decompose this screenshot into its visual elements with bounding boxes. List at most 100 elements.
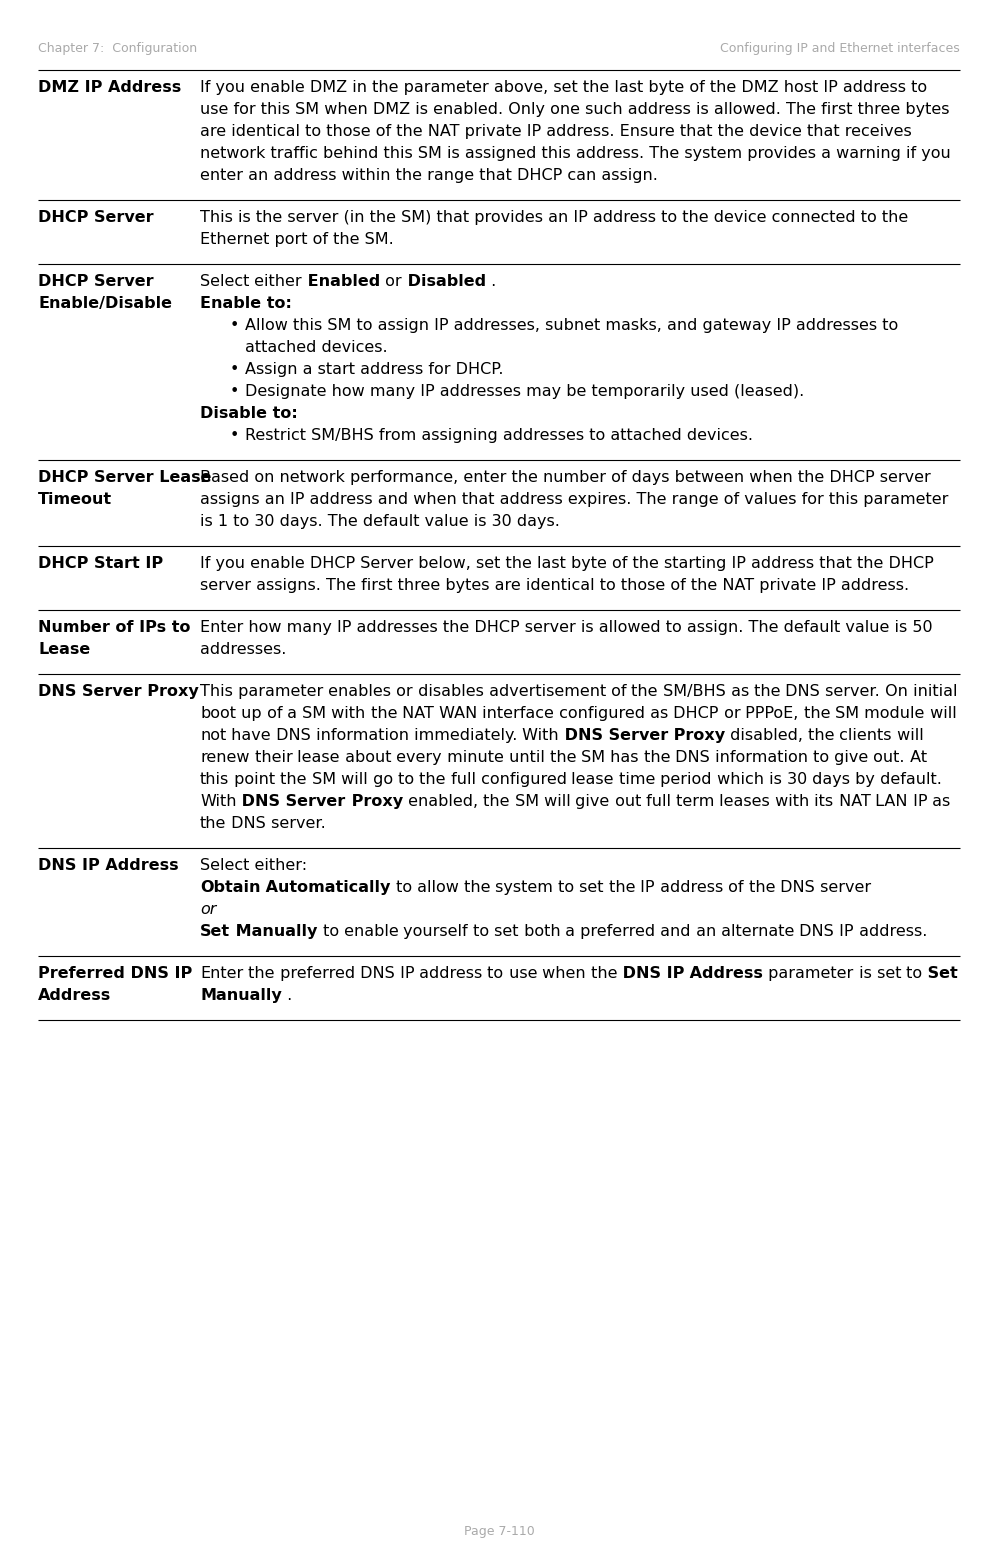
Text: Assign a start address for DHCP.: Assign a start address for DHCP. (245, 362, 503, 376)
Text: to: to (468, 924, 490, 939)
Text: information: information (710, 750, 808, 765)
Text: an: an (691, 924, 716, 939)
Text: the: the (414, 771, 446, 787)
Text: information: information (311, 728, 409, 743)
Text: server assigns. The first three bytes are identical to those of the NAT private : server assigns. The first three bytes ar… (200, 578, 909, 592)
Text: every: every (392, 750, 442, 765)
Text: either: either (250, 274, 302, 289)
Text: Address: Address (684, 966, 763, 981)
Text: DNS Server Proxy: DNS Server Proxy (38, 684, 199, 700)
Text: DHCP Server Lease: DHCP Server Lease (38, 470, 212, 485)
Text: With: With (200, 795, 237, 809)
Text: give: give (570, 795, 609, 809)
Text: term: term (671, 795, 714, 809)
Text: At: At (905, 750, 927, 765)
Text: This is the server (in the SM) that provides an IP address to the device connect: This is the server (in the SM) that prov… (200, 210, 908, 225)
Text: the: the (459, 880, 491, 896)
Text: default.: default. (875, 771, 942, 787)
Text: Address: Address (38, 987, 111, 1003)
Text: Enable/Disable: Enable/Disable (38, 295, 172, 311)
Text: period: period (655, 771, 712, 787)
Text: the: the (603, 880, 635, 896)
Text: SM: SM (509, 795, 538, 809)
Text: have: have (226, 728, 271, 743)
Text: to: to (318, 924, 339, 939)
Text: addresses.: addresses. (200, 642, 287, 658)
Text: DHCP Start IP: DHCP Start IP (38, 557, 163, 571)
Text: Enter: Enter (200, 966, 243, 981)
Text: the: the (585, 966, 617, 981)
Text: both: both (518, 924, 560, 939)
Text: DNS: DNS (355, 966, 395, 981)
Text: use: use (503, 966, 537, 981)
Text: DNS: DNS (227, 816, 266, 830)
Text: IP: IP (661, 966, 684, 981)
Text: Proxy: Proxy (668, 728, 725, 743)
Text: Based on network performance, enter the number of days between when the DHCP ser: Based on network performance, enter the … (200, 470, 931, 485)
Text: DNS: DNS (775, 880, 815, 896)
Text: enables: enables (323, 684, 392, 700)
Text: LAN: LAN (870, 795, 908, 809)
Text: Chapter 7:  Configuration: Chapter 7: Configuration (38, 42, 197, 54)
Text: Configuring IP and Ethernet interfaces: Configuring IP and Ethernet interfaces (720, 42, 960, 54)
Text: the: the (276, 771, 307, 787)
Text: their: their (250, 750, 293, 765)
Text: DHCP: DHCP (668, 706, 718, 722)
Text: about: about (340, 750, 392, 765)
Text: immediately.: immediately. (409, 728, 517, 743)
Text: or: or (392, 684, 413, 700)
Text: lease: lease (293, 750, 340, 765)
Text: disables: disables (413, 684, 484, 700)
Text: IP: IP (395, 966, 415, 981)
Text: Manually: Manually (200, 987, 282, 1003)
Text: go: go (368, 771, 393, 787)
Text: Automatically: Automatically (261, 880, 391, 896)
Text: or: or (381, 274, 402, 289)
Text: not: not (200, 728, 226, 743)
Text: renew: renew (200, 750, 250, 765)
Text: If you enable DHCP Server below, set the last byte of the starting IP address th: If you enable DHCP Server below, set the… (200, 557, 934, 571)
Text: Ethernet port of the SM.: Ethernet port of the SM. (200, 232, 394, 247)
Text: clients: clients (834, 728, 892, 743)
Text: as: as (725, 684, 749, 700)
Text: the: the (243, 966, 275, 981)
Text: the: the (743, 880, 775, 896)
Text: address: address (415, 966, 483, 981)
Text: If you enable DMZ in the parameter above, set the last byte of the DMZ host IP a: If you enable DMZ in the parameter above… (200, 79, 927, 95)
Text: Timeout: Timeout (38, 491, 112, 507)
Text: will: will (336, 771, 368, 787)
Text: out: out (609, 795, 641, 809)
Text: configured: configured (476, 771, 566, 787)
Text: boot: boot (200, 706, 236, 722)
Text: Allow this SM to assign IP addresses, subnet masks, and gateway IP addresses to: Allow this SM to assign IP addresses, su… (245, 319, 898, 333)
Text: or: or (718, 706, 740, 722)
Text: •: • (230, 319, 240, 333)
Text: the: the (749, 684, 780, 700)
Text: attached devices.: attached devices. (245, 341, 388, 355)
Text: DNS: DNS (617, 966, 661, 981)
Text: days: days (807, 771, 850, 787)
Text: to: to (483, 966, 503, 981)
Text: interface: interface (478, 706, 554, 722)
Text: will: will (538, 795, 570, 809)
Text: and: and (655, 924, 691, 939)
Text: until: until (503, 750, 544, 765)
Text: which: which (712, 771, 764, 787)
Text: allow: allow (412, 880, 459, 896)
Text: is 1 to 30 days. The default value is 30 days.: is 1 to 30 days. The default value is 30… (200, 515, 559, 529)
Text: DHCP Server: DHCP Server (38, 210, 154, 225)
Text: Enabled: Enabled (302, 274, 381, 289)
Text: Lease: Lease (38, 642, 90, 658)
Text: configured: configured (554, 706, 645, 722)
Text: with: with (770, 795, 809, 809)
Text: system: system (491, 880, 553, 896)
Text: set: set (574, 880, 603, 896)
Text: SM: SM (830, 706, 859, 722)
Text: or: or (200, 902, 217, 917)
Text: Preferred DNS IP: Preferred DNS IP (38, 966, 192, 981)
Text: parameter: parameter (763, 966, 853, 981)
Text: to: to (393, 771, 414, 787)
Text: a: a (560, 924, 575, 939)
Text: alternate: alternate (716, 924, 794, 939)
Text: disabled,: disabled, (725, 728, 803, 743)
